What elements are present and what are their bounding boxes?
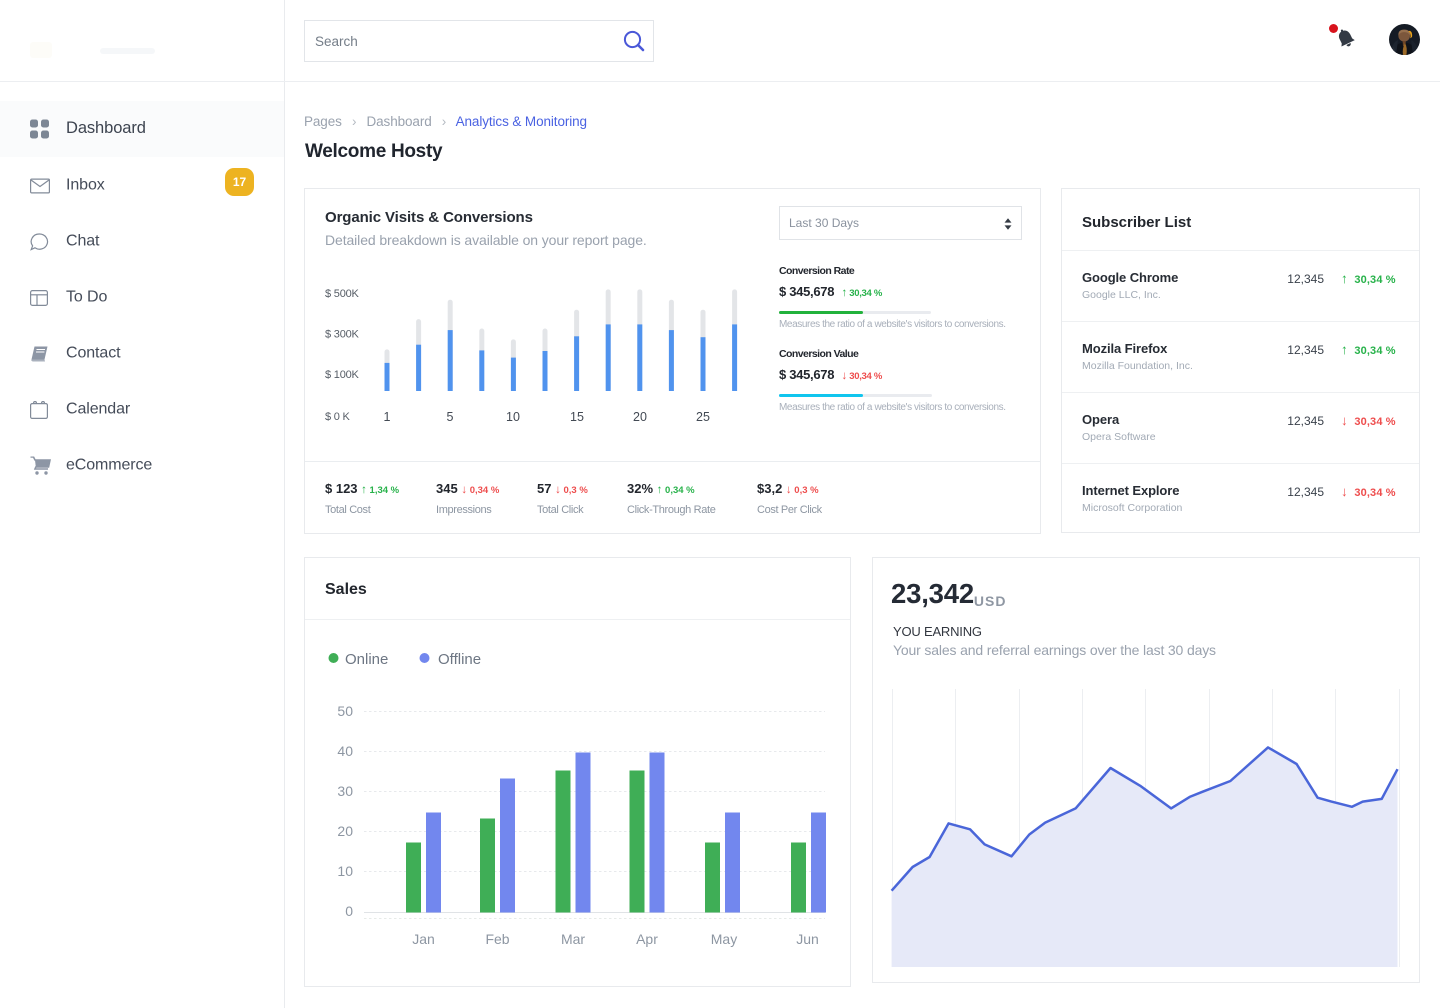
svg-text:Jan: Jan [412,931,435,947]
svg-text:30: 30 [337,783,353,799]
svg-text:Feb: Feb [485,931,509,947]
svg-text:Online: Online [345,651,388,668]
svg-text:5: 5 [447,410,454,424]
svg-text:25: 25 [696,410,710,424]
svg-text:50: 50 [337,703,353,719]
svg-text:10: 10 [506,410,520,424]
svg-text:0: 0 [345,903,353,919]
svg-text:Jun: Jun [796,931,819,947]
svg-text:20: 20 [337,823,353,839]
svg-text:Mar: Mar [561,931,585,947]
svg-text:1: 1 [384,410,391,424]
svg-text:20: 20 [633,410,647,424]
svg-text:40: 40 [337,743,353,759]
svg-text:Offline: Offline [438,651,481,668]
svg-text:$ 500K: $ 500K [325,288,360,300]
svg-text:10: 10 [337,863,353,879]
svg-text:$ 100K: $ 100K [325,369,360,381]
svg-text:Apr: Apr [636,931,658,947]
svg-text:15: 15 [570,410,584,424]
svg-text:$ 300K: $ 300K [325,329,360,341]
svg-text:$ 0 K: $ 0 K [325,411,351,423]
svg-text:May: May [711,931,737,947]
